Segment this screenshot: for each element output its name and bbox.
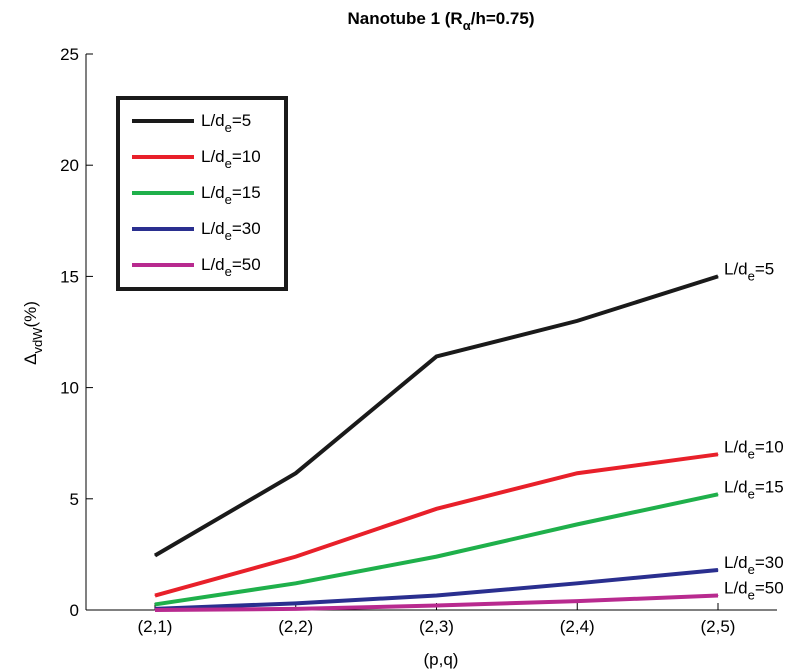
series-end-label: L/de=15 <box>724 477 784 501</box>
data-point <box>436 508 437 510</box>
data-point <box>717 453 719 455</box>
ylabel-subscript: vdW <box>30 327 45 354</box>
series-end-label: L/de=50 <box>724 579 784 603</box>
series-line <box>154 452 719 598</box>
series-end-labels: L/de=5 L/de=10 L/de=15 L/de=30L/de=50 <box>724 259 784 602</box>
legend: L/de=5 L/de=10 L/de=15 L/de=30 L/de=50 <box>116 96 288 291</box>
y-tick-label: 5 <box>70 490 79 509</box>
data-point <box>576 523 578 525</box>
data-point <box>436 605 437 607</box>
y-tick-label: 15 <box>60 267 79 286</box>
data-point <box>717 275 719 277</box>
svg-text:Nanotube 1 (Rα/h=0.75): Nanotube 1 (Rα/h=0.75) <box>347 9 534 33</box>
legend-item-label: L/de=15 <box>201 183 261 207</box>
legend-item-label: L/de=50 <box>201 255 261 279</box>
data-point <box>436 595 437 597</box>
legend-item-label: L/de=30 <box>201 219 261 243</box>
x-tick-label: (2,4) <box>560 617 595 636</box>
title-tail: /h=0.75) <box>471 9 535 28</box>
series-end-label: L/de=10 <box>724 437 784 461</box>
data-point <box>295 608 297 610</box>
series-lines <box>153 274 719 612</box>
y-axis-label: ΔvdW(%) <box>21 301 45 365</box>
y-tick-label: 10 <box>60 379 79 398</box>
x-axis-label: (p,q) <box>424 650 459 669</box>
series-end-label: L/de=5 <box>724 259 774 283</box>
title-main: Nanotube 1 (R <box>347 9 462 28</box>
ylabel-tail: (%) <box>21 301 40 327</box>
y-tick-label: 0 <box>70 601 79 620</box>
data-point <box>295 602 297 604</box>
title-subscript: α <box>463 18 471 33</box>
data-point <box>717 595 719 597</box>
legend-item-label: L/de=5 <box>201 111 251 135</box>
data-point <box>576 472 578 474</box>
data-point <box>154 595 156 597</box>
data-point <box>576 320 578 322</box>
data-point <box>717 569 719 571</box>
series-end-label: L/de=30 <box>724 553 784 577</box>
data-point <box>295 582 297 584</box>
x-tick-label: (2,2) <box>278 617 313 636</box>
data-point <box>436 556 437 558</box>
data-point <box>154 555 156 557</box>
x-tick-label: (2,3) <box>419 617 454 636</box>
chart-title: Nanotube 1 (Rα/h=0.75) <box>347 9 534 33</box>
y-tick-label: 20 <box>60 156 79 175</box>
data-point <box>436 355 437 357</box>
y-tick-label: 25 <box>60 45 79 64</box>
data-point <box>154 603 156 605</box>
x-tick-label: (2,1) <box>138 617 173 636</box>
data-point <box>295 556 297 558</box>
plot-axes: 0 5 10 15 20 25 (2,1) (2,2) (2,3) (2,4) (2,5) <box>60 45 777 636</box>
data-point <box>295 472 297 474</box>
ylabel-main: Δ <box>21 354 40 365</box>
data-point <box>154 609 156 611</box>
data-point <box>576 600 578 602</box>
x-tick-label: (2,5) <box>701 617 736 636</box>
legend-item-label: L/de=10 <box>201 147 261 171</box>
data-point <box>576 582 578 584</box>
data-point <box>717 493 719 495</box>
